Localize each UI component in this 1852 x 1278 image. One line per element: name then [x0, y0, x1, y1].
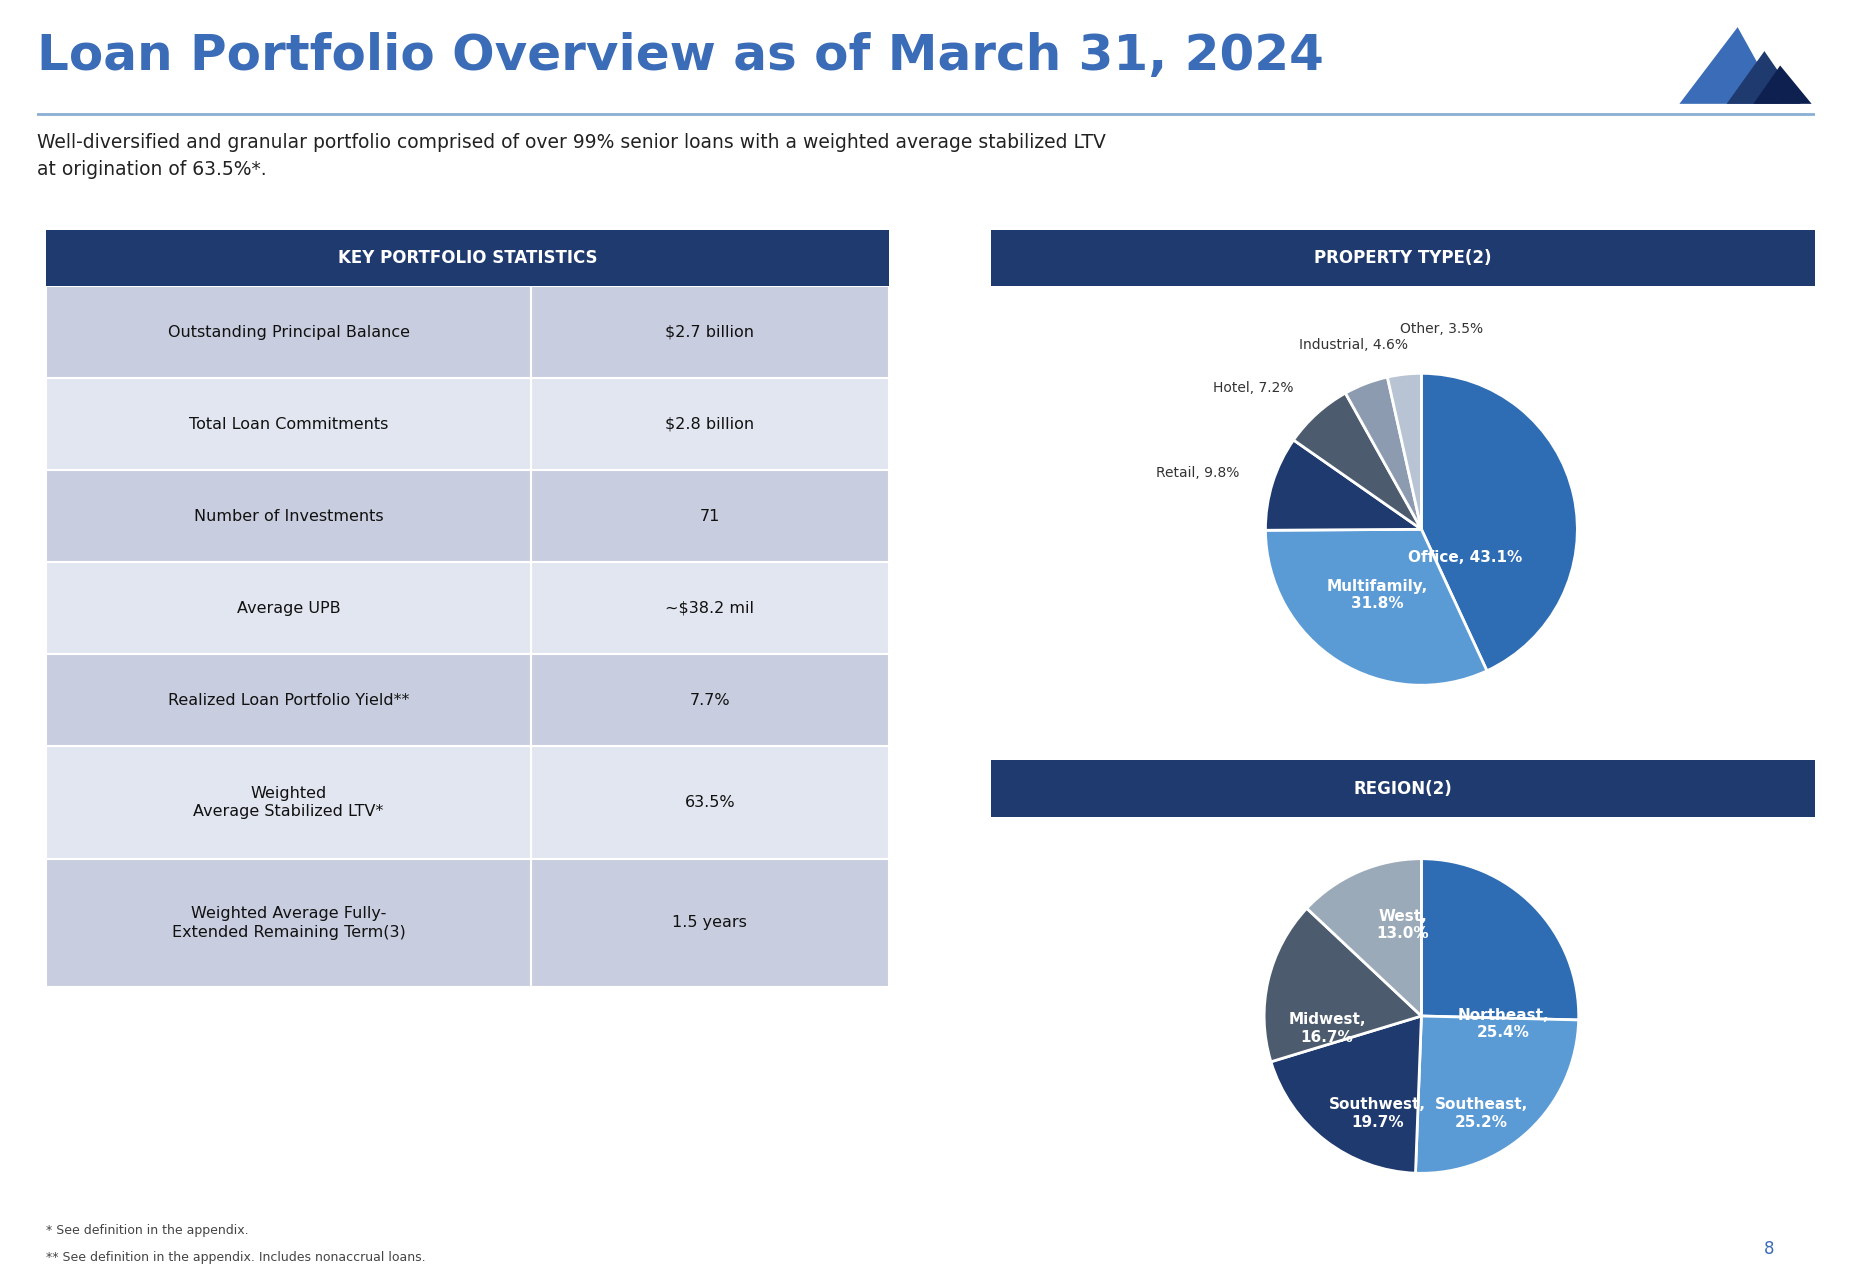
Text: Multifamily,
31.8%: Multifamily, 31.8%	[1328, 579, 1428, 611]
FancyBboxPatch shape	[46, 378, 889, 470]
Text: Southwest,
19.7%: Southwest, 19.7%	[1330, 1098, 1426, 1130]
Wedge shape	[1265, 440, 1422, 530]
Text: Hotel, 7.2%: Hotel, 7.2%	[1213, 381, 1295, 395]
Text: REGION(2): REGION(2)	[1354, 780, 1452, 797]
Text: $2.7 billion: $2.7 billion	[665, 325, 754, 340]
FancyBboxPatch shape	[46, 230, 889, 286]
FancyBboxPatch shape	[991, 760, 1815, 817]
Text: Other, 3.5%: Other, 3.5%	[1400, 322, 1483, 336]
Text: Retail, 9.8%: Retail, 9.8%	[1156, 465, 1239, 479]
Text: KEY PORTFOLIO STATISTICS: KEY PORTFOLIO STATISTICS	[337, 249, 598, 267]
Text: 1.5 years: 1.5 years	[672, 915, 748, 930]
Text: Weighted
Average Stabilized LTV*: Weighted Average Stabilized LTV*	[193, 786, 383, 819]
FancyBboxPatch shape	[46, 562, 889, 654]
Wedge shape	[1265, 529, 1487, 685]
Text: PROPERTY TYPE(2): PROPERTY TYPE(2)	[1315, 249, 1491, 267]
FancyBboxPatch shape	[991, 230, 1815, 286]
Text: 71: 71	[700, 509, 720, 524]
FancyBboxPatch shape	[46, 470, 889, 562]
Text: Midwest,
16.7%: Midwest, 16.7%	[1289, 1012, 1365, 1045]
Text: Number of Investments: Number of Investments	[194, 509, 383, 524]
Wedge shape	[1420, 373, 1578, 671]
Wedge shape	[1345, 377, 1422, 529]
Text: Loan Portfolio Overview as of March 31, 2024: Loan Portfolio Overview as of March 31, …	[37, 32, 1324, 81]
Text: Realized Loan Portfolio Yield**: Realized Loan Portfolio Yield**	[169, 693, 409, 708]
Text: Total Loan Commitments: Total Loan Commitments	[189, 417, 389, 432]
Text: Office, 43.1%: Office, 43.1%	[1408, 550, 1522, 565]
Text: Industrial, 4.6%: Industrial, 4.6%	[1298, 337, 1408, 351]
FancyBboxPatch shape	[46, 746, 889, 859]
Wedge shape	[1415, 1016, 1578, 1173]
Polygon shape	[1726, 51, 1800, 104]
Text: 8: 8	[1763, 1240, 1774, 1258]
Text: Southeast,
25.2%: Southeast, 25.2%	[1435, 1098, 1528, 1130]
Text: Well-diversified and granular portfolio comprised of over 99% senior loans with : Well-diversified and granular portfolio …	[37, 133, 1106, 179]
Wedge shape	[1387, 373, 1422, 529]
Text: $2.8 billion: $2.8 billion	[665, 417, 754, 432]
Text: ** See definition in the appendix. Includes nonaccrual loans.: ** See definition in the appendix. Inclu…	[46, 1251, 426, 1264]
Text: Outstanding Principal Balance: Outstanding Principal Balance	[167, 325, 409, 340]
Polygon shape	[1680, 27, 1780, 104]
Text: Northeast,
25.4%: Northeast, 25.4%	[1458, 1007, 1548, 1040]
Wedge shape	[1420, 859, 1578, 1020]
Wedge shape	[1270, 1016, 1422, 1173]
Text: Weighted Average Fully-
Extended Remaining Term(3): Weighted Average Fully- Extended Remaini…	[172, 906, 406, 939]
FancyBboxPatch shape	[46, 286, 889, 378]
Wedge shape	[1308, 859, 1422, 1016]
Wedge shape	[1265, 909, 1422, 1062]
Text: Average UPB: Average UPB	[237, 601, 341, 616]
Text: 7.7%: 7.7%	[689, 693, 730, 708]
Text: * See definition in the appendix.: * See definition in the appendix.	[46, 1224, 248, 1237]
FancyBboxPatch shape	[46, 859, 889, 987]
Wedge shape	[1293, 394, 1422, 529]
Text: West,
13.0%: West, 13.0%	[1376, 909, 1430, 941]
Text: ~$38.2 mil: ~$38.2 mil	[665, 601, 754, 616]
Text: 63.5%: 63.5%	[685, 795, 735, 810]
Polygon shape	[1754, 65, 1811, 104]
FancyBboxPatch shape	[46, 654, 889, 746]
